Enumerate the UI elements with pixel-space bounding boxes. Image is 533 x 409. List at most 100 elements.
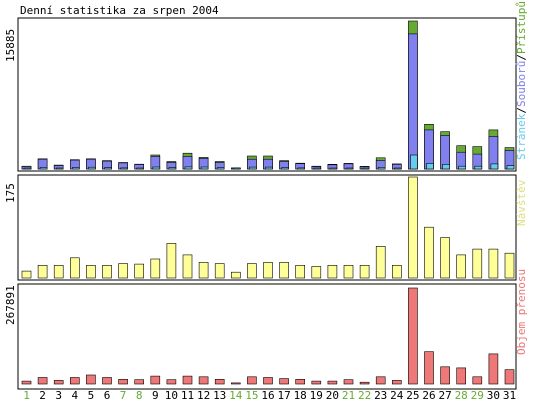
visits-bar-13 xyxy=(214,263,225,279)
pages-bar-25 xyxy=(410,154,418,170)
transfer-bar-16 xyxy=(263,377,273,385)
pages-bar-31 xyxy=(506,165,515,170)
visits-bar-28 xyxy=(456,254,467,279)
visits-bar-5 xyxy=(86,264,96,279)
hits-bars xyxy=(21,20,515,170)
day-label-26: 26 xyxy=(422,389,435,402)
chart-title: Denní statistika za srpen 2004 xyxy=(20,4,219,17)
day-label-15: 15 xyxy=(245,389,258,402)
pages-bar-30 xyxy=(490,163,499,170)
transfer-bar-15 xyxy=(247,376,257,385)
pages-bar-4 xyxy=(72,167,80,170)
pages-bar-10 xyxy=(168,167,177,170)
day-label-2: 2 xyxy=(39,389,46,402)
transfer-bar-5 xyxy=(86,374,96,385)
day-label-28: 28 xyxy=(455,389,468,402)
legend-files: Souborů xyxy=(515,61,528,107)
day-label-20: 20 xyxy=(326,389,339,402)
day-label-3: 3 xyxy=(55,389,62,402)
transfer-bar-30 xyxy=(488,353,499,385)
pages-bar-29 xyxy=(474,165,483,170)
day-label-6: 6 xyxy=(104,389,111,402)
pages-bar-18 xyxy=(297,167,306,170)
pages-bar-22 xyxy=(361,167,370,170)
transfer-bar-25 xyxy=(408,287,418,385)
transfer-bar-22 xyxy=(359,381,370,385)
pages-bar-2 xyxy=(39,167,48,170)
transfer-bar-31 xyxy=(504,369,515,385)
transfer-ymax-label: 267891 xyxy=(4,285,17,325)
day-label-23: 23 xyxy=(374,389,387,402)
day-label-27: 27 xyxy=(438,389,451,402)
day-label-24: 24 xyxy=(390,389,404,402)
visits-bar-3 xyxy=(53,264,64,279)
visits-bar-8 xyxy=(134,263,144,279)
visits-bar-4 xyxy=(70,257,80,279)
transfer-bar-17 xyxy=(279,378,289,385)
day-label-8: 8 xyxy=(136,389,143,402)
visits-bar-10 xyxy=(166,243,177,279)
transfer-bar-19 xyxy=(311,380,322,385)
pages-bar-20 xyxy=(329,167,338,170)
transfer-bar-26 xyxy=(424,351,434,385)
transfer-bar-3 xyxy=(53,380,64,385)
pages-bar-7 xyxy=(120,167,128,170)
visits-bar-23 xyxy=(375,246,386,279)
transfer-bar-7 xyxy=(118,378,128,385)
visits-bar-24 xyxy=(391,264,402,279)
visits-bar-29 xyxy=(472,248,483,279)
visits-bar-7 xyxy=(118,263,128,279)
legend-pages: Stránek xyxy=(515,113,528,160)
transfer-bar-13 xyxy=(214,378,225,385)
pages-bar-6 xyxy=(104,167,112,170)
transfer-bar-27 xyxy=(440,366,450,385)
pages-bar-23 xyxy=(377,167,386,170)
visits-bar-21 xyxy=(343,264,354,279)
visits-bars xyxy=(21,176,515,279)
transfer-bar-2 xyxy=(37,377,48,385)
visits-bar-22 xyxy=(359,264,370,279)
visits-bar-20 xyxy=(327,264,338,279)
hits-ymax-label: 15885 xyxy=(4,29,17,62)
pages-bar-12 xyxy=(200,166,209,170)
day-label-16: 16 xyxy=(261,389,274,402)
day-label-30: 30 xyxy=(487,389,500,402)
pages-bar-21 xyxy=(345,167,354,170)
visits-bar-26 xyxy=(424,226,434,279)
transfer-bar-29 xyxy=(472,376,483,385)
pages-bar-26 xyxy=(426,163,434,170)
day-label-9: 9 xyxy=(152,389,159,402)
visits-bar-15 xyxy=(247,263,257,279)
visits-bar-31 xyxy=(504,252,515,279)
day-label-4: 4 xyxy=(71,389,78,402)
day-label-11: 11 xyxy=(181,389,194,402)
visits-ymax-label: 175 xyxy=(4,183,17,203)
transfer-bar-4 xyxy=(70,377,80,385)
day-label-29: 29 xyxy=(471,389,484,402)
legend-hits: Přístupů xyxy=(515,1,528,54)
visits-bar-18 xyxy=(295,264,306,279)
transfer-bar-21 xyxy=(343,379,354,385)
day-label-1: 1 xyxy=(23,389,30,402)
visits-bar-25 xyxy=(408,176,418,279)
transfer-bar-8 xyxy=(134,379,144,385)
day-label-19: 19 xyxy=(310,389,323,402)
pages-bar-8 xyxy=(136,167,144,170)
transfer-bars xyxy=(21,287,515,385)
legend-sep-2: / xyxy=(515,54,528,61)
transfer-bar-9 xyxy=(150,375,161,385)
transfer-bar-20 xyxy=(327,380,338,385)
visits-bar-14 xyxy=(231,271,241,279)
visits-bar-9 xyxy=(150,258,161,279)
visits-bar-2 xyxy=(37,264,48,279)
day-label-7: 7 xyxy=(120,389,127,402)
day-label-10: 10 xyxy=(165,389,178,402)
transfer-bar-18 xyxy=(295,378,306,385)
transfer-bar-10 xyxy=(166,379,177,385)
transfer-bar-6 xyxy=(102,377,112,385)
hits-legend: Stránek/Souborů/Přístupů xyxy=(515,1,528,160)
visits-bar-11 xyxy=(182,254,193,279)
transfer-bar-23 xyxy=(375,376,386,385)
